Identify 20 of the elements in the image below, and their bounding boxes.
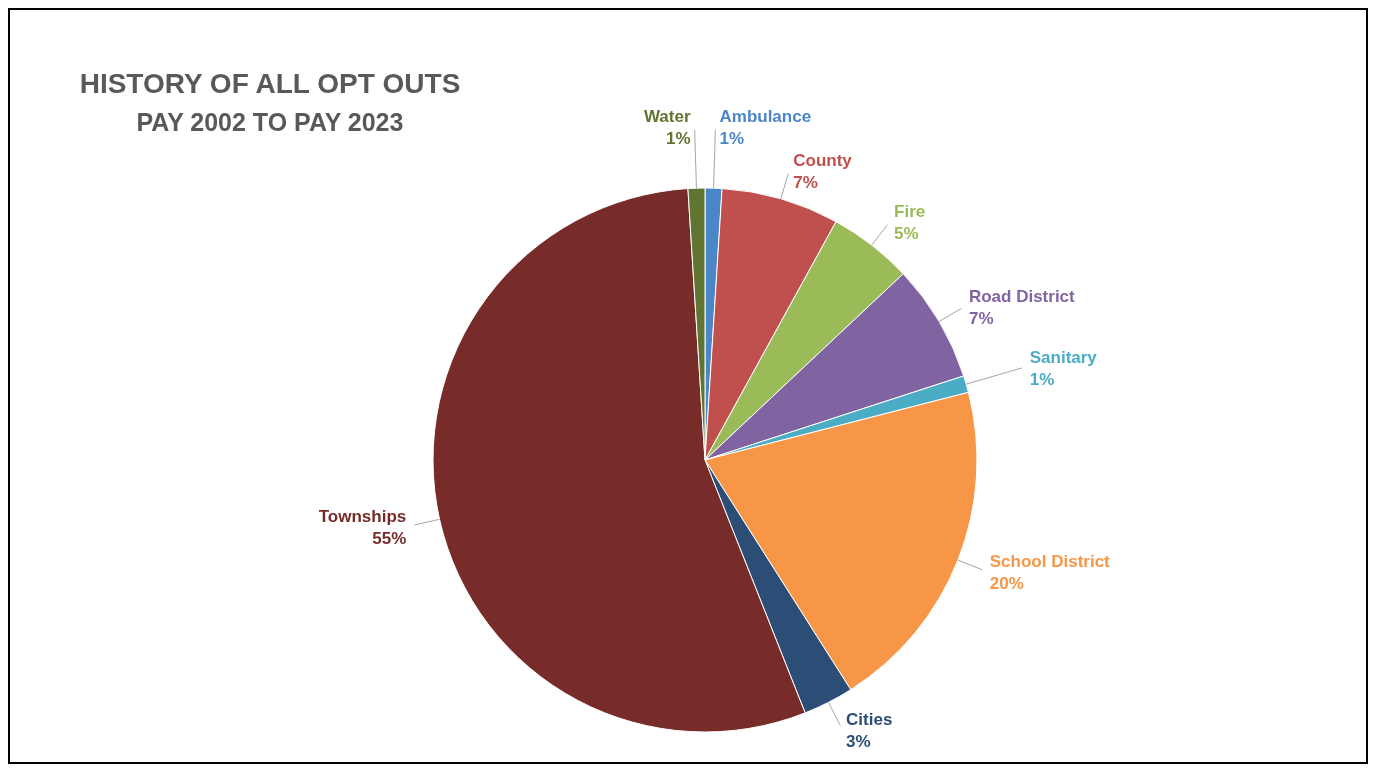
data-label: 1% — [719, 129, 745, 149]
slice-label: Ambulance — [719, 107, 812, 127]
slice-label: Fire — [894, 202, 926, 222]
slice-label: Cities — [846, 710, 893, 730]
data-label: 1% — [665, 129, 691, 149]
data-label: 55% — [372, 528, 407, 548]
data-label: 1% — [1029, 369, 1055, 389]
data-label: 5% — [894, 224, 919, 244]
chart-title: HISTORY OF ALL OPT OUTS — [78, 68, 462, 100]
slice-label: County — [793, 150, 853, 170]
data-label: 3% — [846, 732, 871, 752]
data-label: 20% — [989, 574, 1024, 594]
data-label: 7% — [968, 309, 994, 329]
slice-label: School District — [989, 552, 1111, 572]
slice-label: Sanitary — [1029, 347, 1098, 367]
slice-label: Townships — [318, 506, 407, 526]
slice-label: Road District — [968, 287, 1076, 307]
slice-label: Water — [643, 107, 691, 127]
chart-subtitle: PAY 2002 TO PAY 2023 — [135, 108, 405, 137]
data-label: 7% — [793, 172, 818, 192]
